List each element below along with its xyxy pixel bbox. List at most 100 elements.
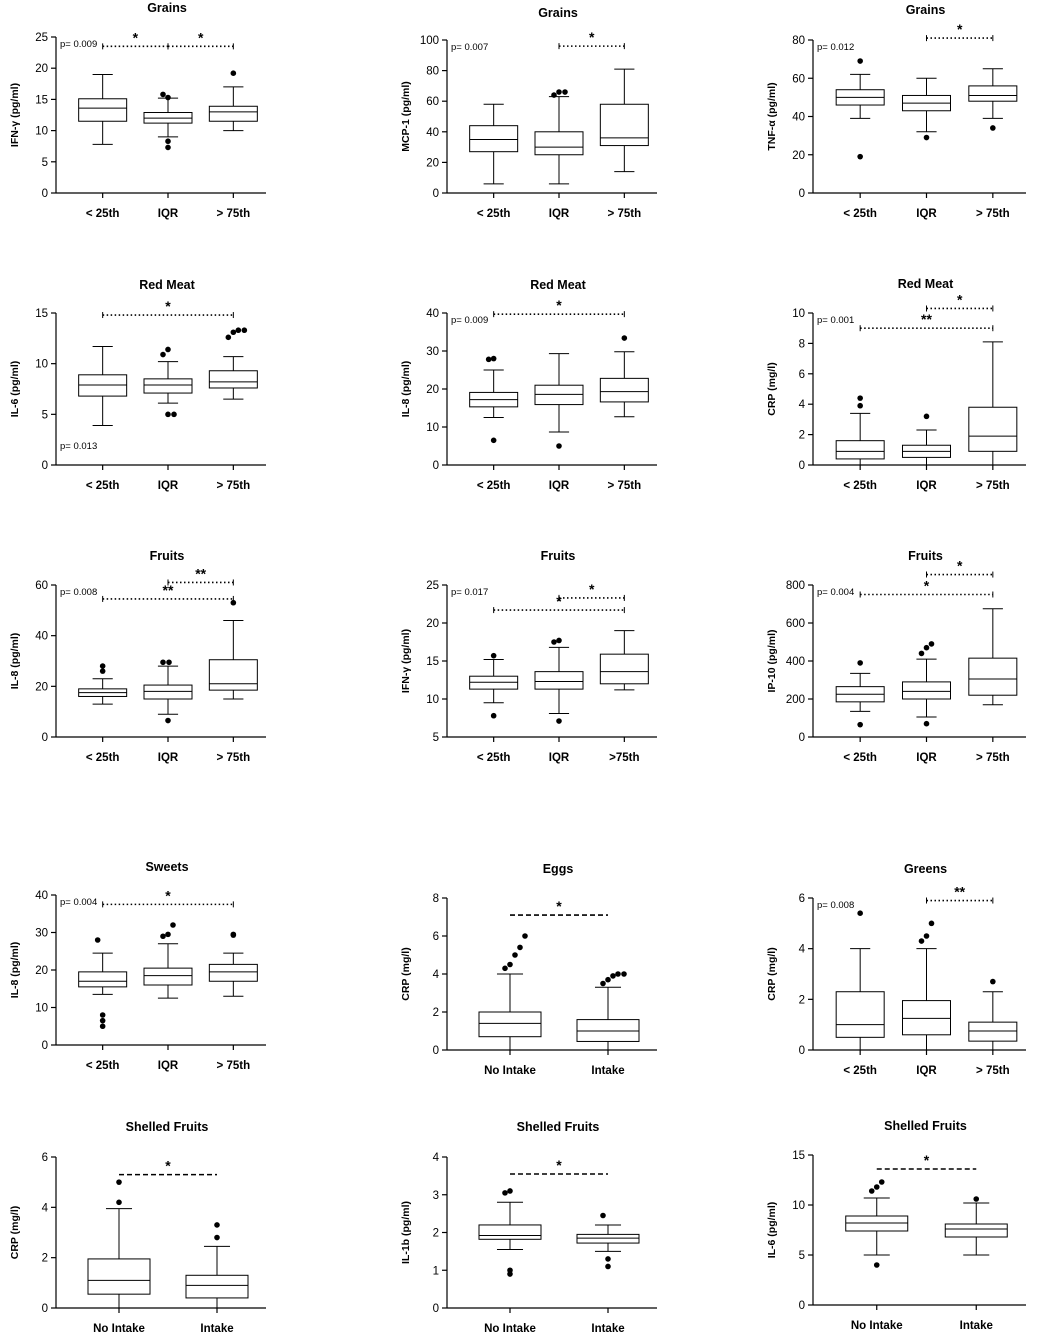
outlier-point — [600, 980, 606, 987]
box-2 — [143, 659, 193, 724]
y-axis-title: TNF-α (pg/ml) — [766, 82, 778, 150]
outlier-point — [878, 1179, 885, 1185]
y-tick-label: 0 — [799, 188, 805, 200]
outlier-point — [923, 644, 930, 651]
box-1 — [469, 103, 519, 185]
y-tick-label: 8 — [433, 893, 439, 905]
y-axis-title: IL-8 (pg/ml) — [9, 633, 21, 690]
significance-label: ** — [195, 565, 206, 581]
iqr-box — [968, 406, 1018, 452]
x-category-label: IQR — [916, 208, 937, 220]
x-category-label: IQR — [158, 480, 179, 492]
significance-label: * — [589, 581, 595, 597]
x-category-label: IQR — [158, 208, 179, 220]
y-tick-label: 100 — [420, 35, 439, 47]
box-2 — [534, 89, 584, 185]
box-2 — [902, 641, 951, 727]
y-tick-label: 6 — [799, 893, 805, 905]
iqr-box — [534, 671, 584, 690]
outlier-point — [923, 134, 930, 141]
significance-label: * — [165, 298, 171, 314]
y-tick-label: 15 — [35, 308, 48, 320]
y-axis-title: MCP-1 (pg/ml) — [400, 81, 412, 152]
significance-label: ** — [921, 311, 932, 327]
outlier-point — [165, 94, 171, 101]
iqr-box — [478, 1224, 542, 1240]
box-2 — [143, 91, 193, 151]
outlier-point — [490, 437, 497, 444]
y-tick-label: 10 — [35, 1003, 48, 1015]
iqr-box — [968, 1021, 1018, 1042]
box-1 — [78, 73, 128, 145]
outlier-point — [490, 652, 497, 659]
outlier-point — [165, 931, 171, 938]
chart-panel-15: Shelled Fruits 0 5 10 15 IL-6 (pg/ml) No Intak… — [766, 1119, 1026, 1332]
p-value-label: p= 0.017 — [451, 587, 488, 598]
box-2 — [902, 413, 951, 466]
outlier-point — [605, 1256, 611, 1262]
outlier-point — [230, 70, 237, 76]
outlier-point — [160, 933, 166, 940]
outlier-point — [556, 718, 562, 724]
panel-title: Fruits — [150, 549, 185, 563]
x-category-label: < 25th — [843, 1065, 877, 1077]
x-category-label: No Intake — [484, 1323, 536, 1335]
iqr-box — [599, 103, 649, 147]
y-tick-label: 200 — [786, 694, 805, 706]
y-tick-label: 5 — [799, 1250, 805, 1262]
outlier-point — [857, 402, 863, 409]
iqr-box — [599, 653, 649, 685]
y-tick-label: 40 — [35, 631, 48, 643]
y-tick-label: 2 — [433, 1228, 439, 1240]
significance-label: * — [924, 578, 930, 594]
box-2 — [534, 353, 584, 449]
outlier-point — [551, 92, 557, 98]
p-value-label: p= 0.008 — [60, 587, 97, 598]
outlier-point — [873, 1262, 880, 1268]
chart-panel-14: Shelled Fruits 0 1 2 3 4 IL-1b (pg/ml) No Intak… — [400, 1120, 657, 1335]
box-1 — [469, 355, 519, 444]
chart-panel-6: Red Meat 0 2 4 6 8 10 CRP (mg/l) < 25th IQR > 75th… — [766, 277, 1026, 492]
y-tick-label: 0 — [799, 1300, 805, 1312]
y-axis-title: IL-6 (pg/ml) — [9, 361, 21, 418]
box-3 — [208, 327, 258, 400]
outlier-point — [923, 720, 930, 727]
significance-label: ** — [163, 582, 174, 598]
panel-title: Grains — [906, 3, 946, 17]
box-1 — [469, 652, 519, 719]
x-category-label: > 75th — [608, 480, 642, 492]
box-1 — [478, 933, 542, 1051]
y-tick-label: 10 — [792, 1200, 805, 1212]
outlier-point — [928, 641, 935, 647]
significance-bracket: * — [510, 1157, 608, 1175]
significance-bracket: * — [876, 1152, 977, 1170]
x-category-label: < 25th — [86, 208, 120, 220]
y-tick-label: 10 — [35, 359, 48, 371]
outlier-point — [502, 965, 508, 972]
outlier-point — [99, 668, 106, 674]
outlier-point — [990, 978, 996, 985]
significance-bracket: * — [510, 898, 608, 916]
outlier-point — [551, 639, 557, 645]
significance-bracket: * — [558, 29, 625, 50]
outlier-point — [512, 952, 518, 958]
y-tick-label: 4 — [799, 399, 806, 411]
y-tick-label: 5 — [42, 409, 48, 421]
outlier-point — [99, 1023, 106, 1030]
y-tick-label: 0 — [433, 1045, 439, 1057]
iqr-box — [534, 384, 584, 406]
p-value-label: p= 0.009 — [451, 315, 488, 326]
outlier-point — [502, 1190, 508, 1196]
outlier-point — [165, 717, 171, 724]
box-3 — [208, 70, 258, 132]
y-tick-label: 10 — [792, 308, 805, 320]
outlier-point — [857, 58, 863, 64]
outlier-point — [556, 637, 562, 644]
x-category-label: Intake — [200, 1323, 233, 1335]
p-value-label: p= 0.009 — [60, 39, 97, 50]
y-tick-label: 20 — [426, 618, 439, 630]
y-tick-label: 30 — [426, 346, 439, 358]
chart-panel-10: Sweets 0 10 20 30 40 IL-8 (pg/ml) < 25th IQR > 75… — [9, 860, 266, 1072]
iqr-box — [143, 378, 193, 394]
box-3 — [208, 599, 258, 700]
